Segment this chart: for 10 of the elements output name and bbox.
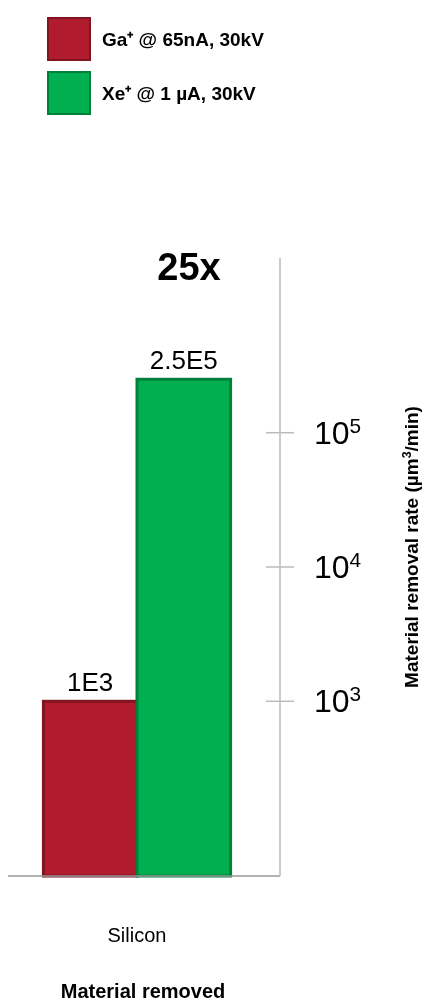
x-axis-title: Material removed	[60, 980, 226, 1002]
y-tick-label: 10$^{3}$	[314, 681, 362, 720]
annotation: 25x	[157, 246, 221, 288]
y-tick-label: 10$^{5}$	[314, 413, 362, 451]
data-label: 2.5E5	[149, 345, 218, 376]
y-tick-label: 10$^{4}$	[314, 547, 362, 585]
x-tick-label: Silicon	[107, 924, 167, 946]
legend-label: Xe⁺ @ 1 µA, 30kV	[102, 83, 257, 104]
legend-label: Ga⁺ @ 65nA, 30kV	[102, 29, 265, 50]
data-label: 1E3	[67, 667, 114, 698]
